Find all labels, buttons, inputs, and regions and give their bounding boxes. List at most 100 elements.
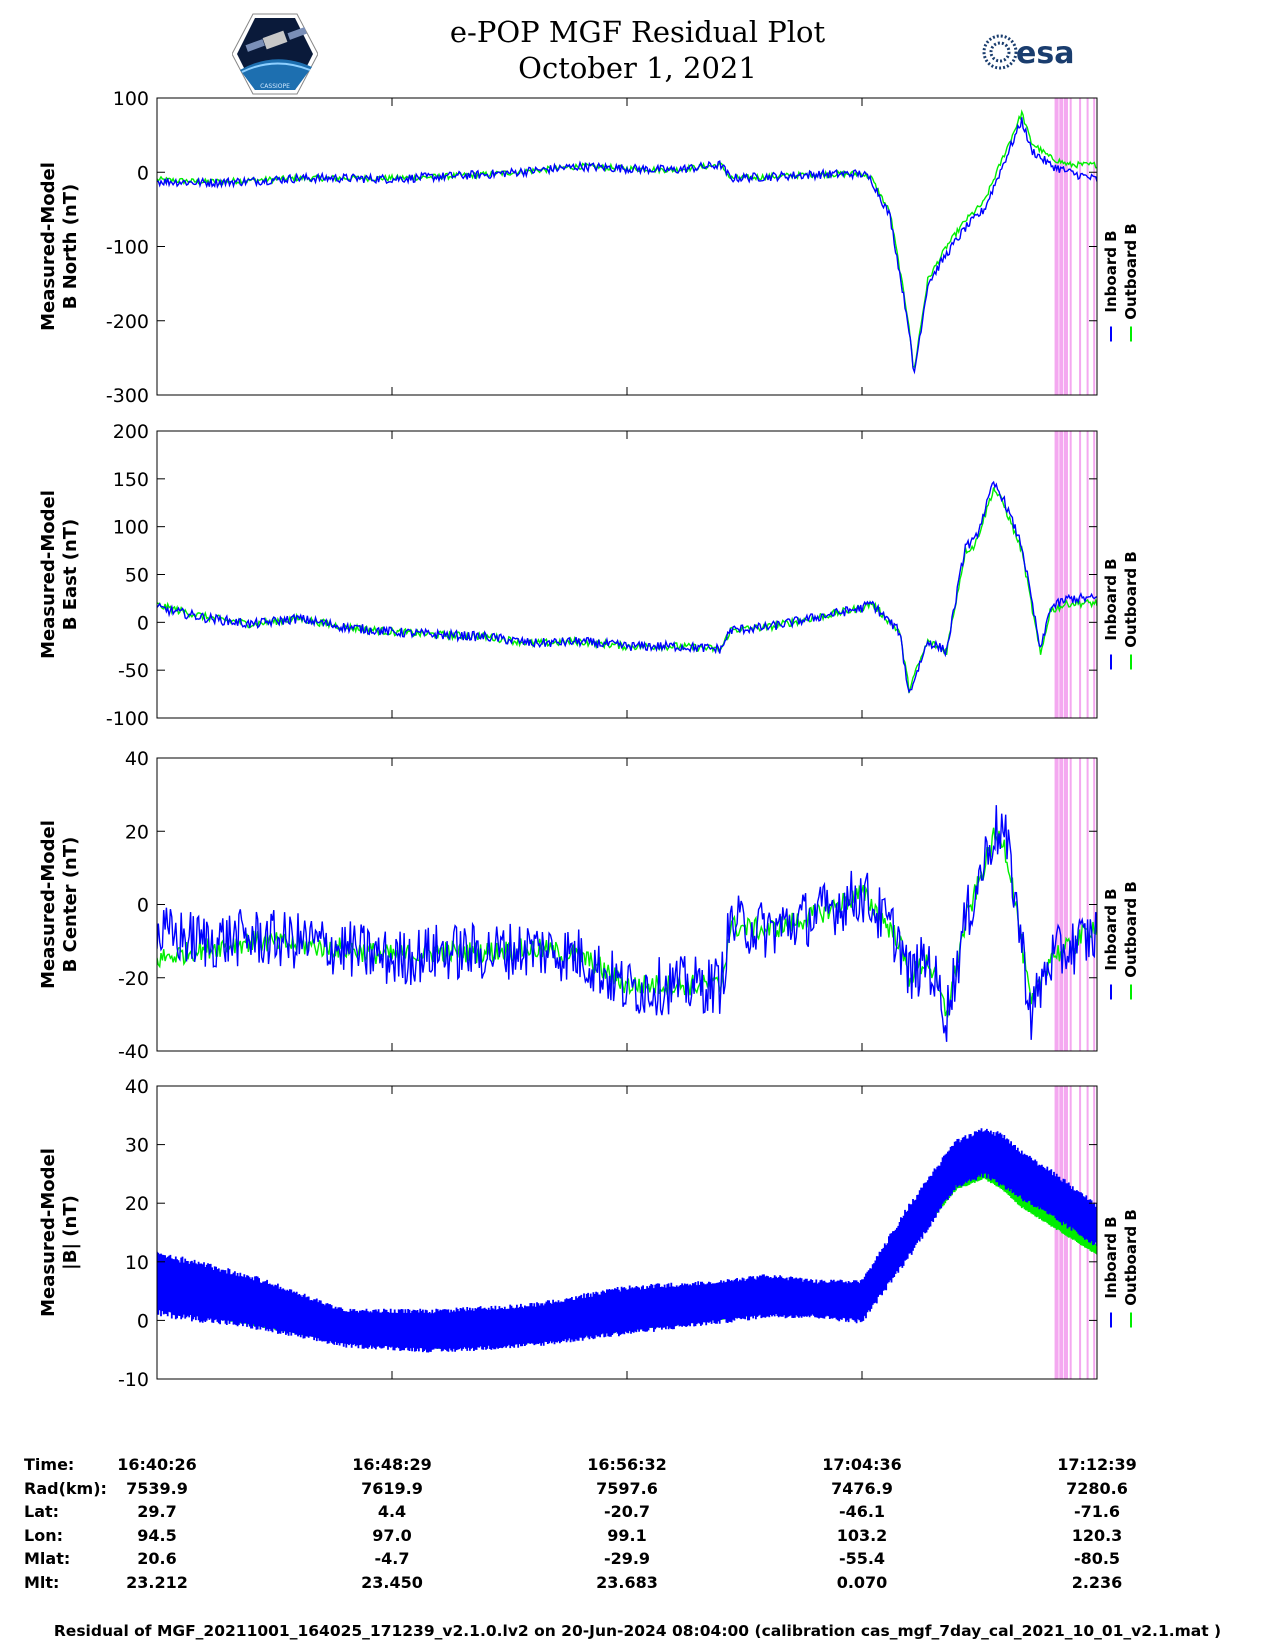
y-axis-label: Measured-ModelB North (nT)	[38, 162, 81, 331]
info-cell: 17:12:39	[1057, 1455, 1137, 1474]
info-cell: -29.9	[603, 1549, 651, 1568]
info-cell: 7539.9	[126, 1478, 188, 1498]
info-cell: 29.7	[137, 1502, 177, 1521]
info-cell: 7280.6	[1066, 1478, 1128, 1498]
title-line-2: October 1, 2021	[518, 51, 757, 85]
series-inboard	[157, 1128, 1097, 1353]
info-row-label: Rad(km):	[24, 1478, 107, 1498]
info-cell: 7619.9	[361, 1478, 423, 1498]
info-cell: 23.212	[126, 1572, 188, 1592]
info-cell: -80.5	[1073, 1549, 1121, 1568]
legend-inboard-label: Inboard B	[1102, 230, 1120, 312]
info-cell: 16:40:26	[117, 1455, 197, 1474]
y-axis-label-line: B East (nT)	[60, 519, 81, 631]
info-cell: -4.7	[374, 1549, 410, 1568]
cassiope-satellite-logo: CASSIOPE	[232, 13, 318, 95]
plot-frame	[156, 757, 1098, 1052]
plot-area-1	[157, 98, 1097, 395]
info-cell: 17:04:36	[822, 1455, 902, 1474]
info-cell: 99.1	[607, 1525, 647, 1545]
y-tick-label: -50	[118, 660, 149, 682]
y-tick-label: -40	[118, 1041, 149, 1063]
legend-outboard-label: Outboard B	[1122, 223, 1140, 320]
info-row-label: Lon:	[24, 1525, 63, 1545]
legend-outboard-label: Outboard B	[1122, 1209, 1140, 1306]
y-axis-label-line: Measured-Model	[38, 1148, 59, 1317]
info-row-label: Lat:	[24, 1502, 60, 1521]
info-cell: 0.070	[836, 1572, 888, 1592]
plot-frame	[156, 97, 1098, 396]
y-axis-label-line: |B| (nT)	[60, 1195, 81, 1270]
chart-title: e-POP MGF Residual Plot October 1, 2021	[0, 14, 1275, 86]
info-cell: 16:56:32	[587, 1455, 667, 1474]
info-cell: -55.4	[838, 1549, 886, 1568]
legend-inboard-label: Inboard B	[1102, 888, 1120, 970]
series-outboard	[157, 487, 1097, 694]
panel-1: -300 -200 -100 0 100 Measured-ModelB North (n…	[38, 88, 1140, 407]
info-cell: 94.5	[137, 1525, 177, 1545]
y-tick-label: 0	[137, 1310, 149, 1332]
y-tick-label: 150	[113, 469, 149, 491]
legend-outboard-label: Outboard B	[1122, 551, 1140, 648]
y-tick-label: 0	[137, 162, 149, 184]
y-tick-label: 100	[113, 517, 149, 539]
y-axis-label-line: Measured-Model	[38, 490, 59, 659]
series-inboard	[157, 117, 1097, 375]
orbit-info-table: Time: Rad(km): Lat: Lon: Mlat: Mlt: 16:40:26 75…	[0, 1455, 1275, 1612]
y-tick-label: -300	[106, 385, 149, 407]
y-tick-label: -200	[106, 311, 149, 333]
info-row-label: Mlat:	[24, 1549, 71, 1568]
y-tick-label: 0	[137, 895, 149, 917]
plot-frame	[156, 430, 1098, 719]
info-cell: 103.2	[836, 1525, 888, 1545]
info-row-label: Time:	[24, 1455, 75, 1474]
esa-logo-text: esa	[1016, 36, 1074, 71]
plot-area-4	[157, 1086, 1097, 1379]
y-tick-label: 40	[125, 1076, 149, 1098]
info-cell: 2.236	[1071, 1572, 1123, 1592]
info-cell: 97.0	[372, 1525, 412, 1545]
y-axis-label: Measured-Model|B| (nT)	[38, 1148, 81, 1317]
legend-inboard-label: Inboard B	[1102, 558, 1120, 640]
y-tick-label: 20	[125, 821, 149, 843]
y-tick-label: -100	[106, 237, 149, 259]
info-cell: 120.3	[1071, 1525, 1123, 1545]
cassiope-logo-text: CASSIOPE	[260, 83, 290, 90]
info-cell: -20.7	[603, 1502, 651, 1521]
title-line-1: e-POP MGF Residual Plot	[449, 15, 826, 49]
y-axis-label-line: Measured-Model	[38, 162, 59, 331]
y-tick-label: -20	[118, 968, 149, 990]
panel-2: -100 -50 0 50 100 150 200 Measured-ModelB East …	[38, 421, 1140, 730]
panel-3: -40 -20 0 20 40 Measured-ModelB Center (nT) In…	[38, 748, 1140, 1063]
panel-4: -10 0 10 20 30 40 Measured-Model|B| (nT) Inboar…	[38, 1076, 1140, 1391]
y-tick-label: 10	[125, 1252, 149, 1274]
info-cell: 20.6	[137, 1549, 177, 1568]
footer-caption: Residual of MGF_20211001_164025_171239_v…	[53, 1622, 1222, 1640]
y-axis-label: Measured-ModelB East (nT)	[38, 490, 81, 659]
y-tick-label: -10	[118, 1369, 149, 1391]
y-tick-label: -100	[106, 708, 149, 730]
y-tick-label: 50	[125, 565, 149, 587]
y-axis-label: Measured-ModelB Center (nT)	[38, 820, 81, 989]
plot-area-2	[157, 431, 1097, 718]
info-cell: 7597.6	[596, 1478, 658, 1498]
info-cell: 23.683	[596, 1572, 658, 1592]
y-axis-label-line: B North (nT)	[60, 184, 81, 310]
y-tick-label: 40	[125, 748, 149, 770]
y-tick-label: 30	[125, 1135, 149, 1157]
info-cell: 7476.9	[831, 1478, 893, 1498]
info-cell: -46.1	[838, 1502, 886, 1521]
y-tick-label: 0	[137, 612, 149, 634]
series-inboard	[157, 480, 1097, 694]
info-cell: 16:48:29	[352, 1455, 432, 1474]
y-axis-label-line: Measured-Model	[38, 820, 59, 989]
legend-inboard-label: Inboard B	[1102, 1216, 1120, 1298]
series-inboard	[157, 805, 1097, 1042]
y-axis-label-line: B Center (nT)	[60, 837, 81, 973]
info-cell: 23.450	[361, 1572, 423, 1592]
plot-area-3	[157, 758, 1097, 1051]
y-tick-label: 200	[113, 421, 149, 443]
info-cell: -71.6	[1073, 1502, 1121, 1521]
legend-outboard-label: Outboard B	[1122, 881, 1140, 978]
